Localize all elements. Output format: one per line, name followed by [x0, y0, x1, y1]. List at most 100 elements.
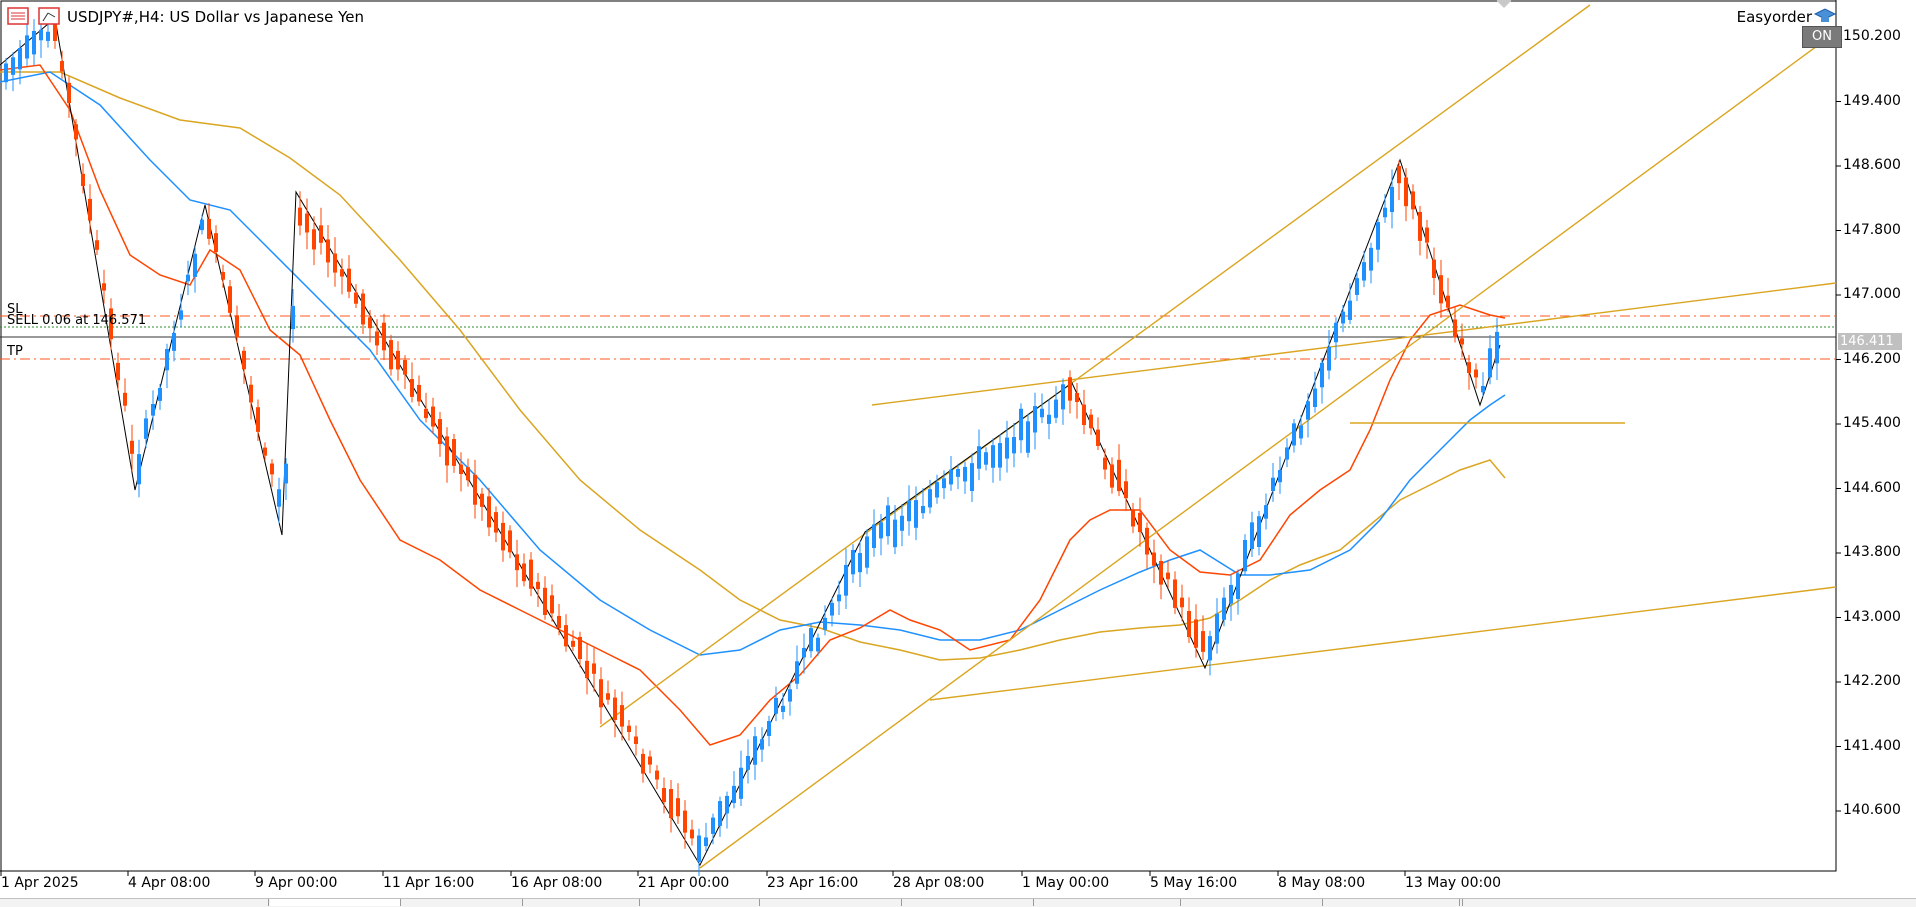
time-axis-ticks: [0, 871, 1406, 876]
candle-body: [900, 515, 904, 531]
candle-body: [690, 829, 694, 839]
trendlines[interactable]: [599, 4, 1837, 869]
candle-body: [676, 798, 680, 817]
candle-body: [634, 736, 638, 744]
time-axis-label: 5 May 16:00: [1150, 875, 1238, 891]
candle-body: [1201, 631, 1205, 652]
chart-tab[interactable]: [402, 899, 523, 906]
graduation-cap-icon[interactable]: [1814, 6, 1836, 26]
candle-body: [907, 500, 911, 522]
chart-menu-icon[interactable]: [7, 7, 29, 25]
candle-body: [480, 493, 484, 507]
candle-body: [1320, 362, 1324, 388]
chart-tab[interactable]: [641, 899, 760, 906]
candle-body: [74, 124, 78, 140]
candle-body: [837, 594, 841, 602]
candlesticks: [4, 10, 1499, 877]
candle-body: [1054, 399, 1058, 418]
candle-body: [1271, 477, 1275, 492]
chart-tab[interactable]: [524, 899, 640, 906]
candle-body: [214, 233, 218, 253]
candle-body: [1446, 295, 1450, 308]
chart-tab[interactable]: [903, 899, 1034, 906]
candle-body: [508, 530, 512, 553]
candle-body: [494, 512, 498, 533]
candle-body: [1257, 516, 1261, 547]
chart-tab[interactable]: [1182, 899, 1323, 906]
price-axis-label: 141.400: [1843, 737, 1901, 754]
chart-tab[interactable]: [761, 899, 902, 906]
time-axis-label: 16 Apr 08:00: [511, 875, 603, 891]
candle-body: [578, 636, 582, 660]
candle-body: [137, 454, 141, 485]
chart-type-icon[interactable]: [38, 7, 60, 25]
candle-body: [585, 660, 589, 679]
expert-status-badge[interactable]: ON: [1802, 26, 1842, 48]
candle-body: [1236, 573, 1240, 600]
chart-tab[interactable]: [1035, 899, 1181, 906]
candle-body: [599, 679, 603, 708]
candle-body: [620, 705, 624, 727]
candle-body: [116, 362, 120, 381]
candle-body: [935, 482, 939, 498]
chart-tab-active[interactable]: [270, 899, 401, 906]
candle-body: [1145, 527, 1149, 555]
candle-body: [438, 419, 442, 445]
candle-body: [1166, 572, 1170, 580]
plot-area[interactable]: [0, 0, 1837, 872]
candle-body: [536, 581, 540, 590]
candle-body: [326, 239, 330, 263]
candle-body: [1068, 377, 1072, 401]
candle-body: [1341, 311, 1345, 324]
candle-body: [739, 767, 743, 799]
candle-body: [977, 446, 981, 469]
candle-body: [424, 408, 428, 419]
candle-body: [1313, 388, 1317, 407]
candle-body: [123, 392, 127, 406]
chart-tab[interactable]: [0, 899, 269, 906]
candle-body: [179, 310, 183, 320]
candle-body: [1173, 579, 1177, 608]
candle-body: [1390, 186, 1394, 213]
candle-body: [340, 269, 344, 277]
time-axis-label: 21 Apr 00:00: [638, 875, 730, 891]
candle-body: [753, 736, 757, 765]
candle-body: [1264, 505, 1268, 519]
candle-body: [1082, 404, 1086, 426]
candle-body: [242, 350, 246, 370]
price-axis-ticks: [1836, 36, 1841, 812]
candle-body: [1292, 423, 1296, 446]
candle-body: [291, 305, 295, 330]
candle-body: [382, 322, 386, 351]
shift-marker[interactable]: [1496, 0, 1512, 8]
chart-tab[interactable]: [1461, 899, 1463, 906]
candle-body: [1138, 512, 1142, 533]
candle-body: [1383, 207, 1387, 218]
candle-body: [130, 440, 134, 454]
candle-body: [1369, 247, 1373, 271]
candle-body: [1159, 561, 1163, 585]
candle-body: [662, 787, 666, 803]
candle-body: [1488, 348, 1492, 378]
candle-body: [697, 835, 701, 862]
time-axis-label: 13 May 00:00: [1405, 875, 1502, 891]
candle-body: [1432, 259, 1436, 278]
candle-body: [725, 795, 729, 814]
candle-body: [984, 452, 988, 465]
candle-body: [1348, 300, 1352, 320]
candle-body: [256, 407, 260, 432]
chart-tab[interactable]: [1324, 899, 1460, 906]
time-axis-label: 11 Apr 16:00: [383, 875, 475, 891]
ma-mid-line: [0, 71, 1506, 656]
candle-body: [781, 705, 785, 712]
candle-body: [39, 29, 43, 41]
chart-tab-strip[interactable]: [0, 898, 1916, 907]
candle-body: [872, 524, 876, 549]
candle-body: [522, 563, 526, 582]
candle-body: [1474, 369, 1478, 378]
candle-body: [1047, 414, 1051, 424]
candle-body: [627, 725, 631, 733]
candle-body: [473, 474, 477, 505]
